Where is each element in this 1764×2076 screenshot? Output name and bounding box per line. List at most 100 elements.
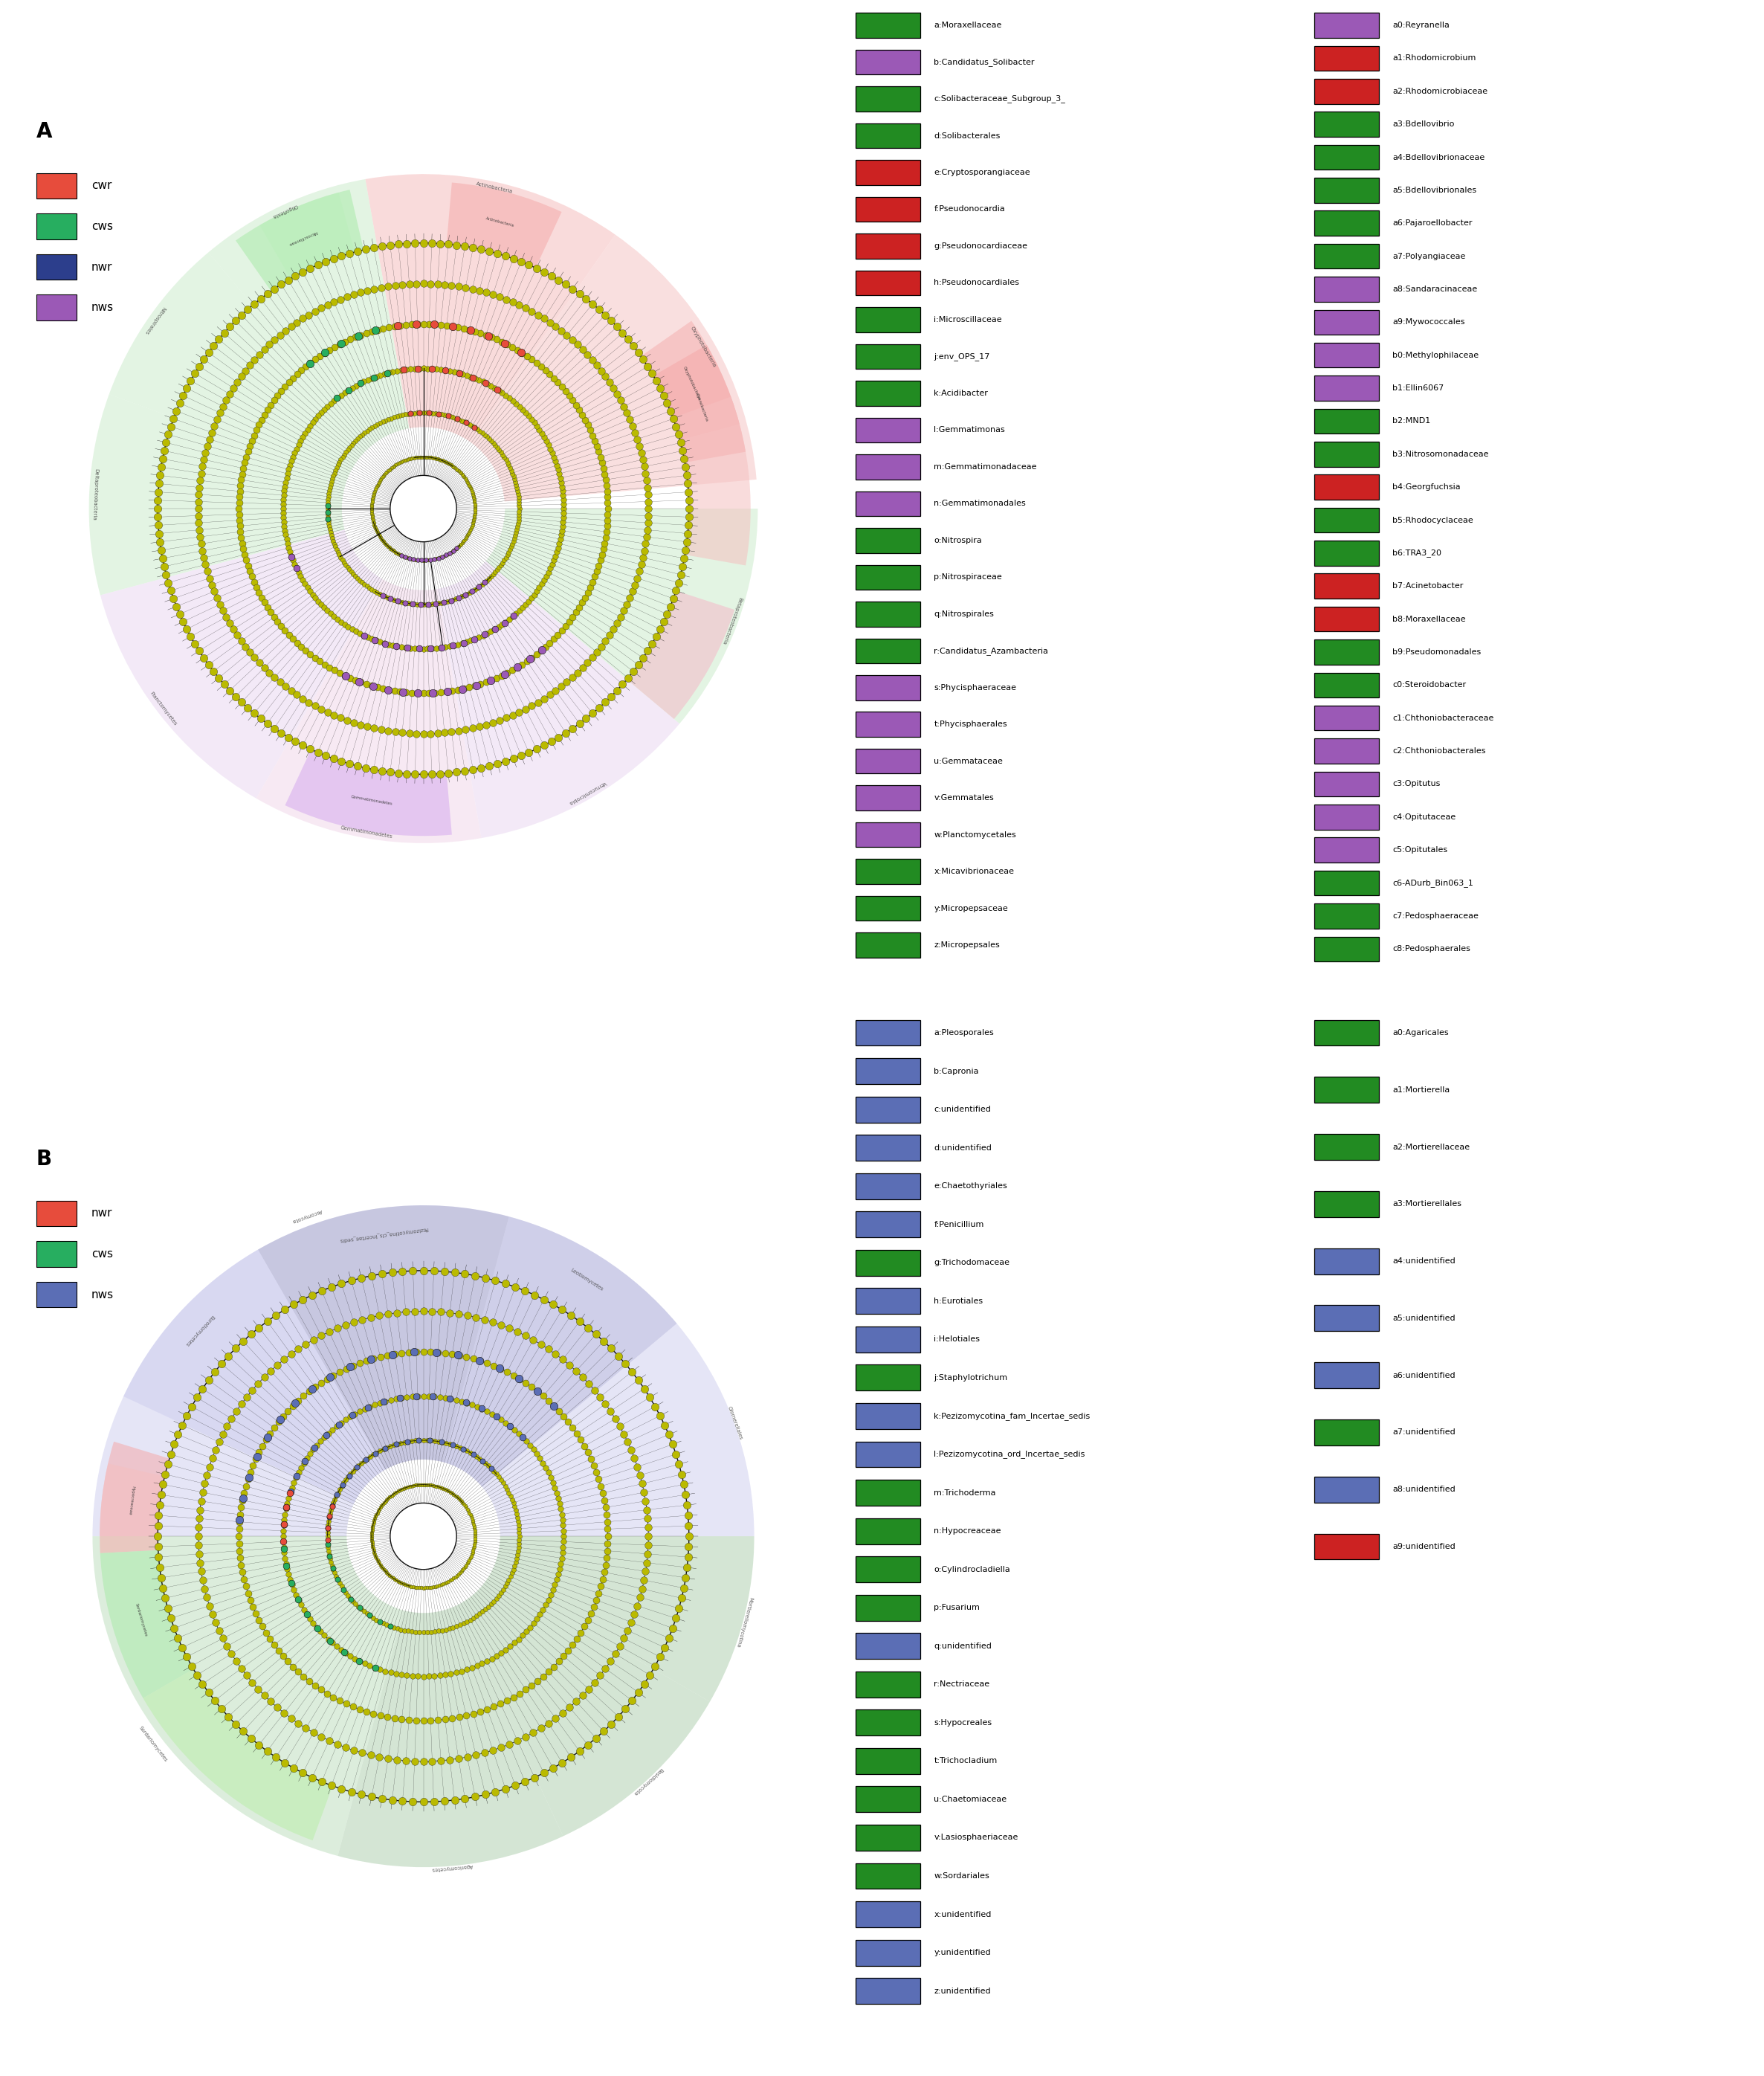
Text: Glomerellales: Glomerellales (727, 1405, 743, 1441)
Text: a9:Mywococcales: a9:Mywococcales (1392, 318, 1464, 326)
Bar (856, 50, 921, 75)
Wedge shape (92, 1206, 677, 1536)
Text: e:Chaetothyriales: e:Chaetothyriales (933, 1183, 1007, 1190)
Text: k:Acidibacter: k:Acidibacter (933, 390, 988, 397)
Text: Planctomycetes: Planctomycetes (148, 691, 176, 727)
Bar (856, 1059, 921, 1084)
Bar (1314, 870, 1379, 895)
Wedge shape (490, 1536, 755, 1702)
Text: d:Solibacterales: d:Solibacterales (933, 133, 1000, 139)
Text: nwr: nwr (92, 262, 113, 272)
Text: s:Hypocreales: s:Hypocreales (933, 1719, 991, 1727)
Bar (1314, 936, 1379, 961)
Bar (856, 1671, 921, 1698)
Text: a7:unidentified: a7:unidentified (1392, 1428, 1455, 1437)
Bar (856, 1518, 921, 1545)
Text: c:Solibacteraceae_Subgroup_3_: c:Solibacteraceae_Subgroup_3_ (933, 95, 1065, 104)
Bar (1314, 46, 1379, 71)
Text: a8:Sandaracinaceae: a8:Sandaracinaceae (1392, 286, 1478, 293)
Text: nwr: nwr (92, 1208, 113, 1219)
Wedge shape (365, 174, 616, 442)
Text: Sordariomycetes: Sordariomycetes (134, 1603, 148, 1638)
Text: p:Nitrospiraceae: p:Nitrospiraceae (933, 573, 1002, 581)
Bar (1314, 79, 1379, 104)
Text: Sordariomycetes: Sordariomycetes (138, 1725, 168, 1763)
Text: a3:Bdellovibrio: a3:Bdellovibrio (1392, 120, 1455, 129)
Bar (856, 1403, 921, 1428)
Wedge shape (208, 179, 409, 446)
Bar (1314, 1133, 1379, 1160)
Text: r:Nectriaceae: r:Nectriaceae (933, 1682, 990, 1688)
Bar (856, 712, 921, 737)
Text: u:Chaetomiaceae: u:Chaetomiaceae (933, 1796, 1007, 1804)
Bar (856, 87, 921, 112)
Bar (856, 1748, 921, 1775)
Bar (856, 1785, 921, 1812)
Bar (1314, 145, 1379, 170)
Bar (856, 1250, 921, 1277)
Text: a7:Polyangiaceae: a7:Polyangiaceae (1392, 253, 1466, 260)
Text: Mortierellomycotina: Mortierellomycotina (736, 1596, 753, 1648)
Bar (1314, 509, 1379, 534)
Text: x:Micavibrionaceae: x:Micavibrionaceae (933, 868, 1014, 876)
Text: nws: nws (92, 301, 115, 313)
Bar (1314, 540, 1379, 565)
Bar (856, 675, 921, 700)
Text: Gemmatimonadetes: Gemmatimonadetes (351, 795, 393, 805)
Bar (856, 1939, 921, 1966)
Wedge shape (143, 1669, 333, 1841)
Text: b6:TRA3_20: b6:TRA3_20 (1392, 548, 1441, 556)
Text: d:unidentified: d:unidentified (933, 1144, 991, 1152)
Text: g:Pseudonocardiaceae: g:Pseudonocardiaceae (933, 243, 1027, 249)
Text: a6:unidentified: a6:unidentified (1392, 1372, 1455, 1378)
Bar (856, 822, 921, 847)
Text: a:Moraxellaceae: a:Moraxellaceae (933, 21, 1002, 29)
Text: a3:Mortierellales: a3:Mortierellales (1392, 1200, 1462, 1208)
Text: Ascomycota: Ascomycota (291, 1208, 323, 1223)
Text: b3:Nitrosomonadaceae: b3:Nitrosomonadaceae (1392, 450, 1489, 459)
Text: Nitrospirales: Nitrospirales (143, 305, 166, 334)
Bar (35, 214, 76, 239)
Bar (35, 253, 76, 280)
Bar (856, 270, 921, 295)
Bar (856, 492, 921, 517)
Text: Oxyphotobacteria: Oxyphotobacteria (690, 326, 716, 367)
Text: b5:Rhodocyclaceae: b5:Rhodocyclaceae (1392, 517, 1473, 523)
Bar (1314, 1077, 1379, 1102)
Wedge shape (672, 397, 751, 565)
Text: a9:unidentified: a9:unidentified (1392, 1542, 1455, 1551)
Wedge shape (258, 1206, 510, 1470)
Bar (1314, 475, 1379, 500)
Text: b8:Moraxellaceae: b8:Moraxellaceae (1392, 614, 1466, 623)
Text: a0:Reyranella: a0:Reyranella (1392, 21, 1450, 29)
Bar (856, 1862, 921, 1889)
Bar (856, 197, 921, 222)
Text: Oligoflexia: Oligoflexia (272, 203, 298, 218)
Text: h:Eurotiales: h:Eurotiales (933, 1298, 983, 1306)
Text: u:Gemmataceae: u:Gemmataceae (933, 758, 1004, 764)
Wedge shape (443, 1217, 677, 1486)
Bar (35, 295, 76, 320)
Wedge shape (101, 1464, 164, 1536)
Text: o:Cylindrocladiella: o:Cylindrocladiella (933, 1565, 1011, 1574)
Text: z:unidentified: z:unidentified (933, 1987, 991, 1995)
Text: i:Helotiales: i:Helotiales (933, 1335, 981, 1343)
Text: f:Penicillium: f:Penicillium (933, 1221, 984, 1229)
Text: a6:Pajaroellobacter: a6:Pajaroellobacter (1392, 220, 1473, 226)
Bar (1314, 739, 1379, 764)
Wedge shape (437, 561, 679, 839)
Bar (1314, 1306, 1379, 1331)
Bar (1314, 772, 1379, 797)
Bar (1314, 1362, 1379, 1389)
Bar (856, 1136, 921, 1160)
Bar (856, 1364, 921, 1391)
Wedge shape (101, 1441, 169, 1553)
Bar (856, 345, 921, 370)
Bar (856, 1557, 921, 1582)
Wedge shape (337, 1607, 563, 1866)
Text: b0:Methylophilaceae: b0:Methylophilaceae (1392, 351, 1478, 359)
Text: l:Gemmatimonas: l:Gemmatimonas (933, 426, 1005, 434)
Bar (856, 1978, 921, 2003)
Text: c4:Opitutaceae: c4:Opitutaceae (1392, 814, 1455, 820)
Wedge shape (92, 1536, 404, 1856)
